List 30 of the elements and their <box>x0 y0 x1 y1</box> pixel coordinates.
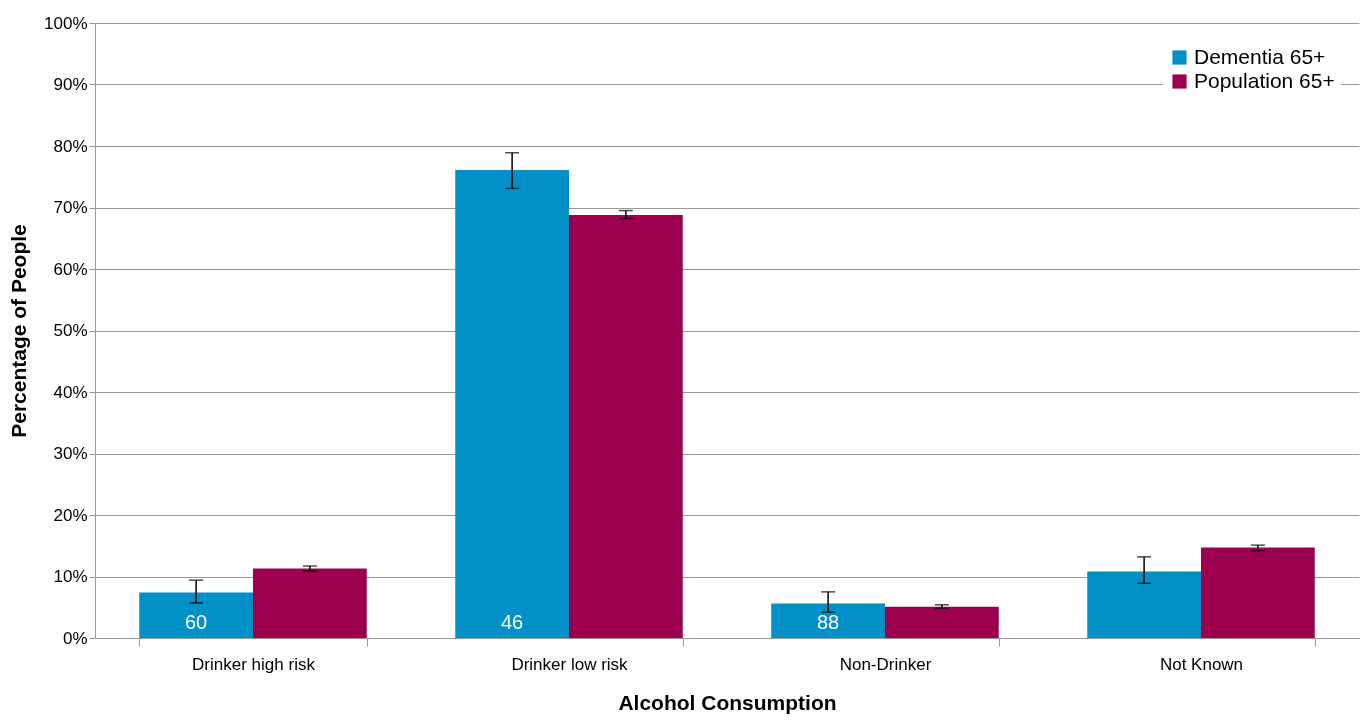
x-tick-label: Drinker low risk <box>511 654 629 674</box>
y-tick-label: 50% <box>53 321 88 340</box>
bar <box>569 214 683 638</box>
bar <box>455 169 569 638</box>
x-tick-label: Not Known <box>1159 654 1244 674</box>
y-tick-label: 80% <box>53 136 88 156</box>
bar <box>139 592 253 638</box>
bar <box>1087 571 1201 638</box>
y-tick-label: 20% <box>53 505 88 525</box>
annotation: 88 <box>816 610 840 633</box>
y-tick-label: 0% <box>62 628 88 648</box>
bar <box>771 603 885 638</box>
y-tick-label: 30% <box>53 444 88 463</box>
y-tick-label: 70% <box>53 198 88 217</box>
y-tick-label: 10% <box>53 567 88 586</box>
y-axis-title: Percentage of People <box>7 224 31 438</box>
x-axis-title: Alcohol Consumption <box>618 690 837 714</box>
legend-label: Dementia 65+ <box>1194 44 1326 68</box>
x-tick-label: Drinker high risk <box>192 654 316 674</box>
y-tick-label: 90% <box>53 75 88 94</box>
bar <box>885 606 999 638</box>
y-tick-label: 100% <box>44 13 88 33</box>
bar <box>1201 547 1315 638</box>
x-tick-label: Non-Drinker <box>839 654 932 674</box>
bar <box>253 568 367 638</box>
annotation: 60 <box>184 610 208 633</box>
y-tick-label: 60% <box>53 259 88 279</box>
annotation: 46 <box>500 610 524 633</box>
y-tick-label: 40% <box>53 382 88 402</box>
legend-label: Population 65+ <box>1194 68 1335 92</box>
